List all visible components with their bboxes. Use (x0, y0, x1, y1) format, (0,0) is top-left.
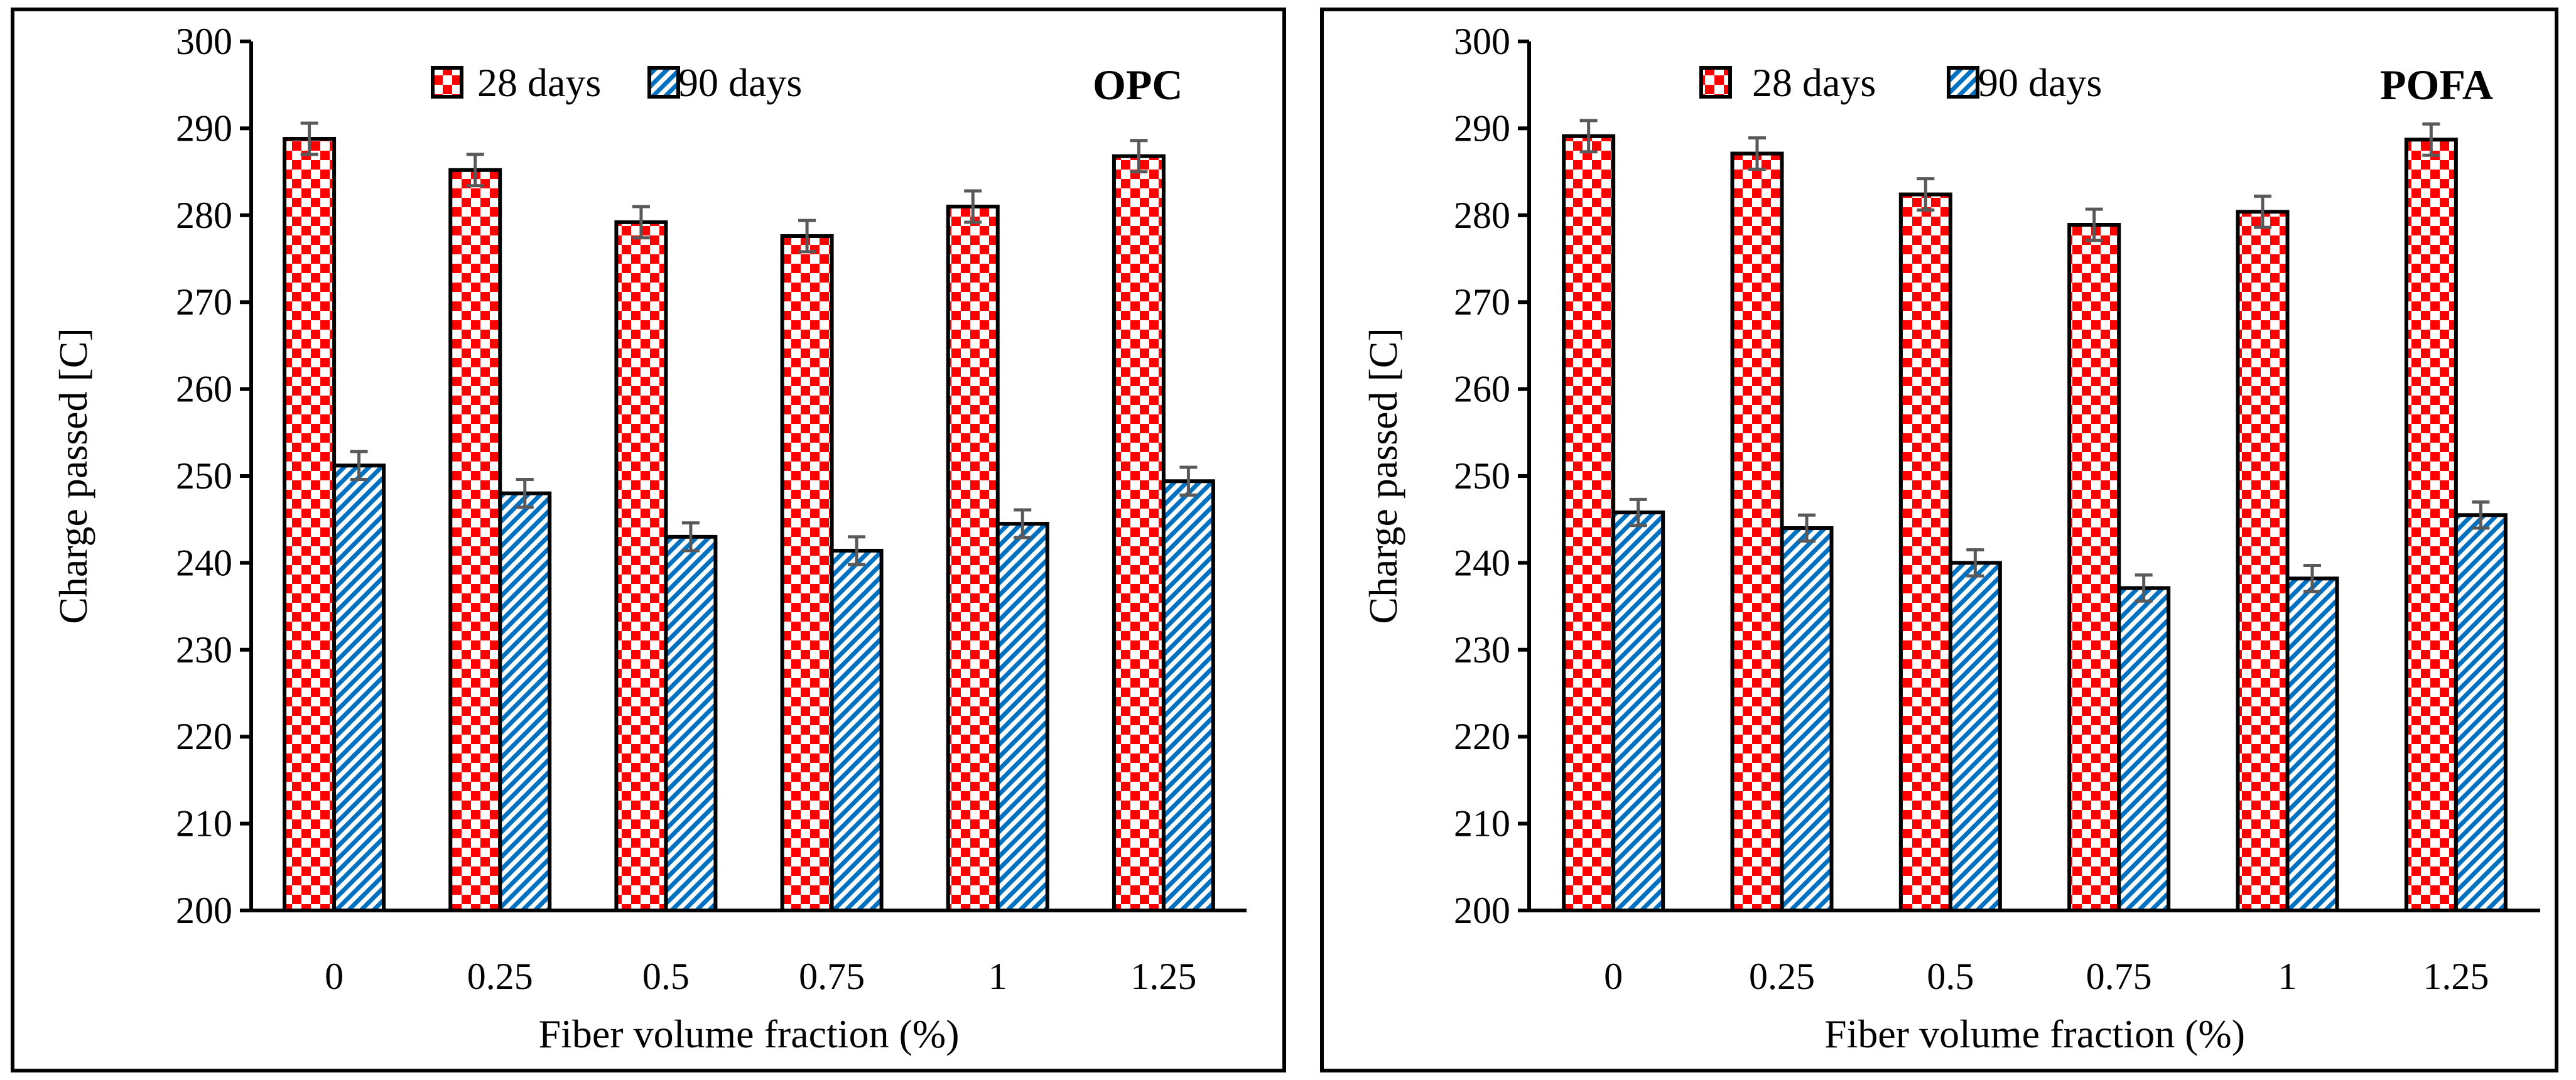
legend-label: 90 days (678, 60, 802, 105)
bar-28-days-1.25 (2404, 138, 2458, 913)
legend-swatch-28-days (1699, 66, 1732, 99)
x-tick-label: 1.25 (2423, 956, 2489, 997)
legend: 28 days 90 days (431, 60, 802, 105)
y-tick-label: 200 (1454, 890, 1510, 931)
y-tick-label: 200 (176, 890, 232, 931)
y-tick-label: 300 (1454, 21, 1510, 62)
bar-28-days-0.75 (2067, 223, 2121, 912)
chart-panel-pofa: 200 210 220 230 240 250 260 270 280 290 300 Charge … (1320, 8, 2558, 1072)
bar-28-days-0 (283, 137, 337, 912)
y-tick-label: 210 (1454, 803, 1510, 845)
bar-90-days-0.25 (1780, 526, 1834, 912)
x-tick-label: 0.5 (642, 956, 690, 997)
x-tick-label: 0 (1604, 956, 1623, 997)
legend-label: 28 days (1752, 60, 1876, 105)
legend: 28 days 90 days (1699, 60, 2102, 105)
legend-label: 90 days (1978, 60, 2102, 105)
y-tick-label: 270 (176, 281, 232, 323)
y-tick-label: 240 (1454, 542, 1510, 583)
y-tick-label: 280 (1454, 195, 1510, 236)
bar-90-days-0.5 (1948, 561, 2002, 912)
y-tick-label: 210 (176, 803, 232, 845)
x-tick-label: 1.25 (1130, 956, 1196, 997)
y-tick-label: 270 (1454, 281, 1510, 323)
y-tick-label: 280 (176, 195, 232, 236)
bar-90-days-0.75 (2117, 586, 2171, 912)
x-axis-label: Fiber volume fraction (%) (1824, 1012, 2245, 1056)
bar-28-days-1 (946, 204, 1000, 913)
y-tick-label: 260 (176, 369, 232, 410)
chart-panel-opc: 200 210 220 230 240 250 260 270 280 290 300 Charge … (11, 8, 1286, 1072)
bar-90-days-1.25 (2454, 513, 2508, 912)
x-tick-label: 1 (988, 956, 1007, 997)
x-axis-label: Fiber volume fraction (%) (539, 1012, 960, 1056)
panel-border (1320, 8, 2558, 1072)
bar-90-days-0 (1611, 510, 1665, 912)
x-tick-label: 0.5 (1927, 956, 1974, 997)
y-tick-label: 220 (176, 716, 232, 757)
y-axis-label: Charge passed [C] (1361, 328, 1405, 624)
legend-swatch-28-days (431, 66, 463, 99)
x-tick-label: 0.75 (2086, 956, 2152, 997)
chart-title: OPC (1093, 61, 1183, 109)
bar-90-days-0 (332, 463, 386, 912)
y-tick-label: 290 (1454, 107, 1510, 149)
bar-28-days-0.25 (448, 168, 502, 912)
panel-border (11, 8, 1286, 1072)
x-tick-label: 0 (325, 956, 344, 997)
x-tick-label: 0.75 (799, 956, 865, 997)
y-tick-label: 230 (176, 629, 232, 671)
bar-28-days-0.75 (780, 234, 834, 912)
legend-label: 28 days (477, 60, 601, 105)
legend-swatch-90-days (1947, 66, 1979, 99)
y-tick-label: 250 (1454, 455, 1510, 497)
bar-28-days-1.25 (1112, 154, 1166, 913)
bar-28-days-0 (1562, 134, 1616, 913)
bar-90-days-0.5 (664, 534, 718, 912)
y-tick-label: 300 (176, 21, 232, 62)
y-tick-label: 290 (176, 107, 232, 149)
bar-90-days-1 (995, 522, 1049, 912)
y-tick-label: 240 (176, 542, 232, 583)
x-tick-label: 0.25 (467, 956, 533, 997)
bar-90-days-0.75 (830, 549, 884, 912)
y-tick-label: 250 (176, 455, 232, 497)
bar-90-days-0.25 (498, 491, 552, 912)
bar-90-days-1.25 (1161, 479, 1215, 912)
y-tick-label: 260 (1454, 369, 1510, 410)
y-tick-label: 230 (1454, 629, 1510, 671)
y-tick-label: 220 (1454, 716, 1510, 757)
y-axis-label: Charge passed [C] (51, 328, 95, 624)
legend-swatch-90-days (647, 66, 680, 99)
x-tick-label: 0.25 (1749, 956, 1815, 997)
bar-28-days-1 (2236, 210, 2290, 912)
bar-28-days-0.5 (614, 220, 668, 913)
chart-title: POFA (2380, 61, 2493, 109)
bar-28-days-0.5 (1898, 192, 1952, 913)
bar-90-days-1 (2285, 576, 2339, 912)
bar-28-days-0.25 (1730, 151, 1784, 912)
x-tick-label: 1 (2278, 956, 2297, 997)
